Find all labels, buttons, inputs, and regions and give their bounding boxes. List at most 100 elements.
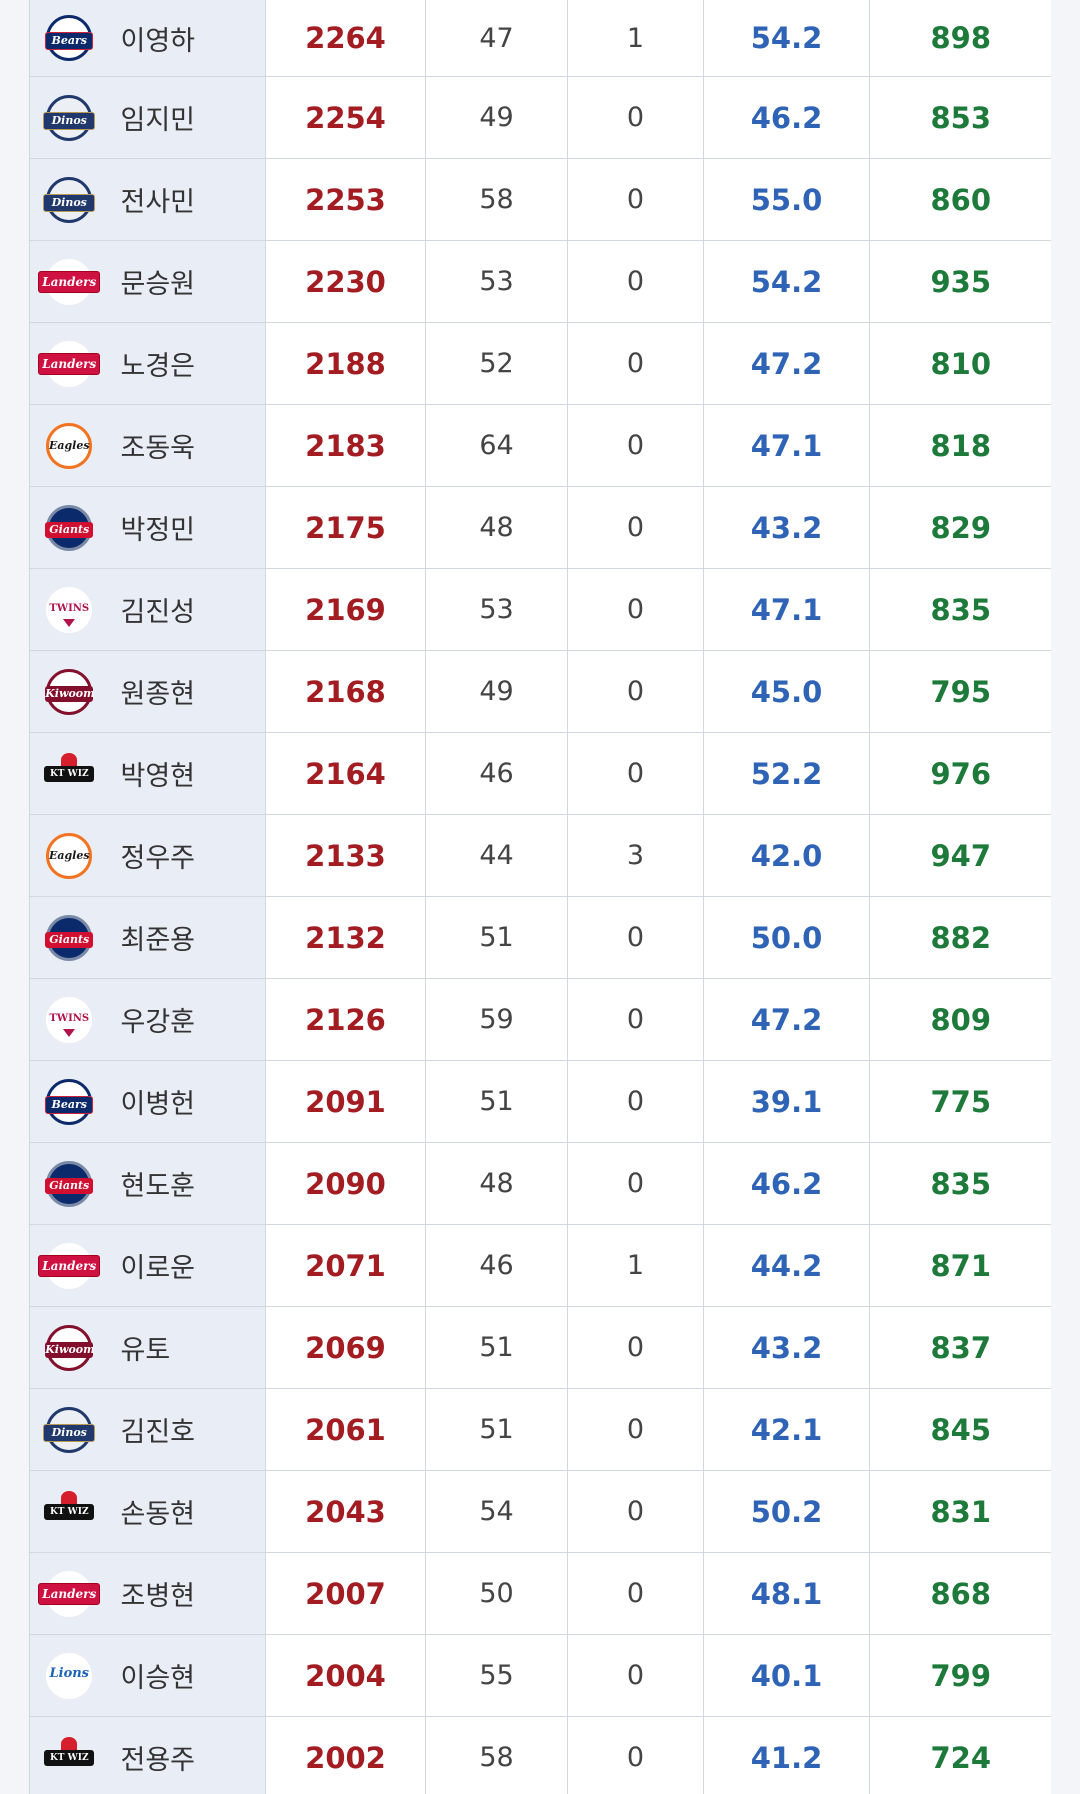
strikeouts-value: 935: [869, 240, 1051, 323]
team-logo-text: TWINS: [49, 602, 90, 614]
strikeouts-value: 976: [869, 732, 1051, 815]
team-logo-text: Landers: [38, 1254, 101, 1277]
points-value: 2253: [265, 158, 426, 241]
player-name[interactable]: 문승원: [108, 240, 266, 323]
team-logo-icon: Landers: [38, 258, 101, 305]
innings-value: 43.2: [703, 1306, 870, 1389]
table-row[interactable]: KT WIZ 전용주 2002 58 0 41.2 724: [29, 1716, 1051, 1794]
player-name[interactable]: 이병헌: [108, 1060, 266, 1143]
table-row[interactable]: TWINS 김진성 2169 53 0 47.1 835: [29, 568, 1051, 651]
player-name[interactable]: 손동현: [108, 1470, 266, 1553]
table-row[interactable]: Dinos 김진호 2061 51 0 42.1 845: [29, 1388, 1051, 1471]
table-row[interactable]: TWINS 우강훈 2126 59 0 47.2 809: [29, 978, 1051, 1061]
team-logo-cell: Giants: [29, 896, 109, 979]
team-logo-icon: Dinos: [43, 176, 96, 223]
player-name[interactable]: 김진성: [108, 568, 266, 651]
player-name[interactable]: 이영하: [108, 0, 266, 77]
saves-value: 1: [567, 0, 704, 77]
player-name[interactable]: 박정민: [108, 486, 266, 569]
table-row[interactable]: Kiwoom 원종현 2168 49 0 45.0 795: [29, 650, 1051, 733]
player-name[interactable]: 임지민: [108, 76, 266, 159]
team-logo-cell: Landers: [29, 1552, 109, 1635]
player-name[interactable]: 유토: [108, 1306, 266, 1389]
saves-value: 3: [567, 814, 704, 897]
table-row[interactable]: Landers 문승원 2230 53 0 54.2 935: [29, 240, 1051, 323]
table-row[interactable]: Eagles 정우주 2133 44 3 42.0 947: [29, 814, 1051, 897]
points-value: 2188: [265, 322, 426, 405]
team-logo-icon: TWINS: [46, 996, 93, 1043]
team-logo-text: Dinos: [43, 111, 96, 130]
team-logo-text: Eagles: [48, 438, 90, 452]
saves-value: 0: [567, 404, 704, 487]
stats-table-container: Bears 이영하 2264 47 1 54.2 898 Dinos 임지민 2254 49 0 46.…: [29, 0, 1051, 1794]
team-logo-text: Landers: [38, 1582, 101, 1605]
team-logo-text: Giants: [45, 521, 94, 538]
team-logo-cell: KT WIZ: [29, 1716, 109, 1794]
table-row[interactable]: KT WIZ 손동현 2043 54 0 50.2 831: [29, 1470, 1051, 1553]
innings-value: 46.2: [703, 1142, 870, 1225]
table-row[interactable]: Lions 이승현 2004 55 0 40.1 799: [29, 1634, 1051, 1717]
player-name[interactable]: 최준용: [108, 896, 266, 979]
points-value: 2002: [265, 1716, 426, 1794]
table-row[interactable]: Giants 최준용 2132 51 0 50.0 882: [29, 896, 1051, 979]
team-logo-cell: Lions: [29, 1634, 109, 1717]
team-logo-cell: Dinos: [29, 76, 109, 159]
team-logo-icon: Kiwoom: [45, 668, 94, 715]
innings-value: 54.2: [703, 240, 870, 323]
points-value: 2007: [265, 1552, 426, 1635]
player-name[interactable]: 조병현: [108, 1552, 266, 1635]
strikeouts-value: 947: [869, 814, 1051, 897]
table-row[interactable]: Giants 박정민 2175 48 0 43.2 829: [29, 486, 1051, 569]
strikeouts-value: 724: [869, 1716, 1051, 1794]
player-name[interactable]: 이승현: [108, 1634, 266, 1717]
player-name[interactable]: 조동욱: [108, 404, 266, 487]
innings-value: 47.2: [703, 978, 870, 1061]
table-row[interactable]: Landers 이로운 2071 46 1 44.2 871: [29, 1224, 1051, 1307]
strikeouts-value: 835: [869, 1142, 1051, 1225]
points-value: 2132: [265, 896, 426, 979]
points-value: 2183: [265, 404, 426, 487]
team-logo-cell: Dinos: [29, 158, 109, 241]
player-name[interactable]: 정우주: [108, 814, 266, 897]
saves-value: 0: [567, 732, 704, 815]
saves-value: 0: [567, 1142, 704, 1225]
team-logo-cell: Kiwoom: [29, 1306, 109, 1389]
team-logo-text: TWINS: [49, 1012, 90, 1024]
player-name[interactable]: 전사민: [108, 158, 266, 241]
player-name[interactable]: 전용주: [108, 1716, 266, 1794]
player-name[interactable]: 현도훈: [108, 1142, 266, 1225]
table-row[interactable]: Landers 노경은 2188 52 0 47.2 810: [29, 322, 1051, 405]
saves-value: 0: [567, 978, 704, 1061]
table-row[interactable]: Eagles 조동욱 2183 64 0 47.1 818: [29, 404, 1051, 487]
player-name[interactable]: 노경은: [108, 322, 266, 405]
table-row[interactable]: Landers 조병현 2007 50 0 48.1 868: [29, 1552, 1051, 1635]
player-name[interactable]: 이로운: [108, 1224, 266, 1307]
games-value: 64: [425, 404, 568, 487]
points-value: 2069: [265, 1306, 426, 1389]
team-logo-icon: Landers: [38, 340, 101, 387]
strikeouts-value: 810: [869, 322, 1051, 405]
points-value: 2126: [265, 978, 426, 1061]
table-row[interactable]: Bears 이병헌 2091 51 0 39.1 775: [29, 1060, 1051, 1143]
saves-value: 0: [567, 1552, 704, 1635]
table-row[interactable]: Bears 이영하 2264 47 1 54.2 898: [29, 0, 1051, 77]
games-value: 44: [425, 814, 568, 897]
points-value: 2254: [265, 76, 426, 159]
team-logo-icon: Landers: [38, 1242, 101, 1289]
player-name[interactable]: 박영현: [108, 732, 266, 815]
team-logo-text: KT WIZ: [44, 1503, 95, 1520]
table-row[interactable]: KT WIZ 박영현 2164 46 0 52.2 976: [29, 732, 1051, 815]
player-name[interactable]: 우강훈: [108, 978, 266, 1061]
games-value: 54: [425, 1470, 568, 1553]
player-name[interactable]: 원종현: [108, 650, 266, 733]
strikeouts-value: 871: [869, 1224, 1051, 1307]
table-row[interactable]: Dinos 전사민 2253 58 0 55.0 860: [29, 158, 1051, 241]
player-name[interactable]: 김진호: [108, 1388, 266, 1471]
points-value: 2230: [265, 240, 426, 323]
table-row[interactable]: Dinos 임지민 2254 49 0 46.2 853: [29, 76, 1051, 159]
table-row[interactable]: Kiwoom 유토 2069 51 0 43.2 837: [29, 1306, 1051, 1389]
games-value: 55: [425, 1634, 568, 1717]
team-logo-icon: KT WIZ: [44, 1489, 95, 1535]
table-row[interactable]: Giants 현도훈 2090 48 0 46.2 835: [29, 1142, 1051, 1225]
strikeouts-value: 837: [869, 1306, 1051, 1389]
